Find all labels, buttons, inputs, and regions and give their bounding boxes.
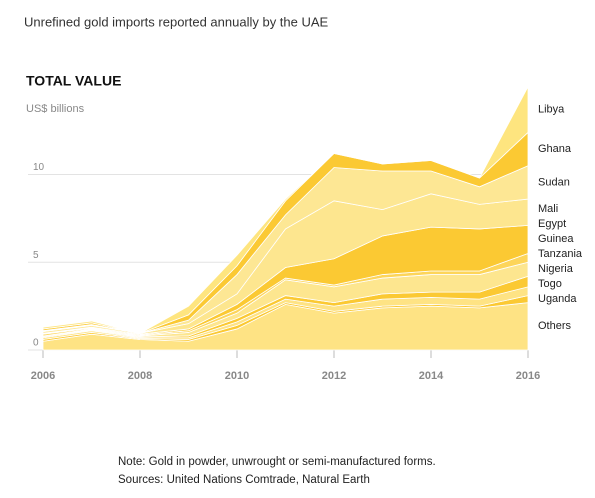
- source: Sources: United Nations Comtrade, Natura…: [118, 474, 370, 486]
- y-tick-label: 10: [33, 162, 45, 173]
- legend-label: Libya: [538, 103, 565, 115]
- chart-title: TOTAL VALUE: [26, 73, 121, 89]
- legend-label: Togo: [538, 278, 562, 290]
- legend-label: Uganda: [538, 293, 577, 305]
- legend-label: Sudan: [538, 176, 570, 188]
- x-tick-label: 2008: [128, 370, 152, 382]
- area: [42, 86, 529, 334]
- legend-label: Ghana: [538, 143, 572, 155]
- areas: [42, 86, 529, 351]
- legend-label: Guinea: [538, 233, 574, 245]
- labels: Others Uganda Togo Nigeria Tanzania Guinea Egy…: [538, 103, 583, 332]
- y-tick-label: 5: [33, 250, 39, 261]
- x-tick-label: 2010: [225, 370, 249, 382]
- area: [42, 302, 529, 351]
- x-tick-label: 2012: [322, 370, 346, 382]
- legend-label: Mali: [538, 203, 558, 215]
- x-tick-label: 2006: [31, 370, 55, 382]
- note: Note: Gold in powder, unwrought or semi-…: [118, 456, 436, 468]
- y-tick-label: 0: [33, 338, 39, 349]
- legend-label: Tanzania: [538, 248, 583, 260]
- legend-label: Egypt: [538, 218, 566, 230]
- x-tick-label: 2014: [419, 370, 444, 382]
- chart-subtitle: Unrefined gold imports reported annually…: [24, 14, 329, 29]
- y-axis-label: US$ billions: [26, 103, 85, 115]
- x-tick-label: 2016: [516, 370, 540, 382]
- legend-label: Others: [538, 320, 572, 332]
- legend-label: Nigeria: [538, 263, 574, 275]
